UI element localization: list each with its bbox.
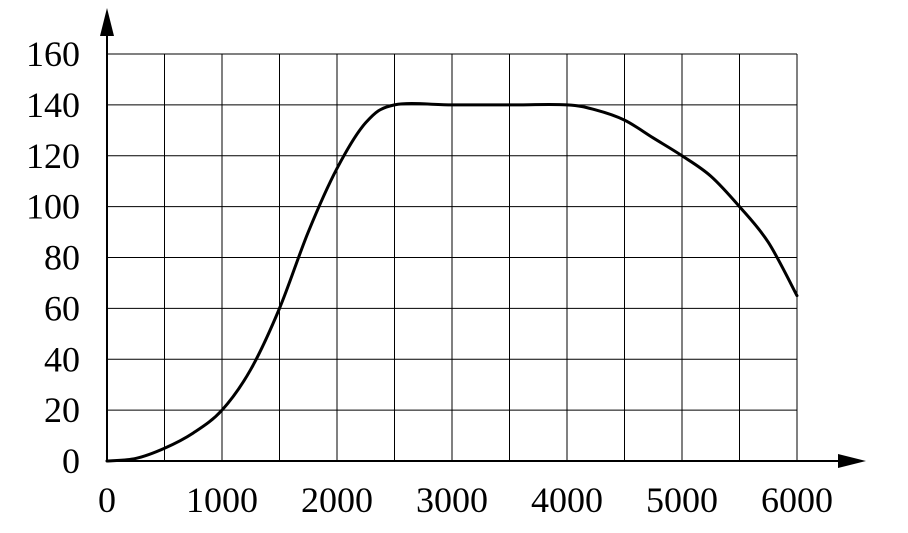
y-tick-label: 160 xyxy=(26,34,80,74)
y-tick-label: 20 xyxy=(44,390,80,430)
y-axis-arrow xyxy=(100,8,114,36)
y-tick-label: 60 xyxy=(44,288,80,328)
y-tick-labels: 0 20 40 60 80 100 120 140 160 xyxy=(26,34,80,481)
y-tick-label: 40 xyxy=(44,339,80,379)
x-tick-label: 3000 xyxy=(416,480,488,520)
y-tick-label: 80 xyxy=(44,238,80,278)
x-axis-arrow xyxy=(838,454,866,468)
x-tick-label: 2000 xyxy=(301,480,373,520)
x-tick-label: 6000 xyxy=(761,480,833,520)
x-tick-label: 4000 xyxy=(531,480,603,520)
y-tick-label: 140 xyxy=(26,85,80,125)
series-line xyxy=(105,102,799,463)
y-tick-label: 0 xyxy=(62,441,80,481)
y-tick-label: 120 xyxy=(26,136,80,176)
axes xyxy=(100,8,866,468)
x-tick-label: 0 xyxy=(98,480,116,520)
grid xyxy=(107,53,798,461)
x-tick-labels: 0 1000 2000 3000 4000 5000 6000 xyxy=(98,480,833,520)
x-tick-label: 1000 xyxy=(186,480,258,520)
x-tick-label: 5000 xyxy=(646,480,718,520)
y-tick-label: 100 xyxy=(26,187,80,227)
